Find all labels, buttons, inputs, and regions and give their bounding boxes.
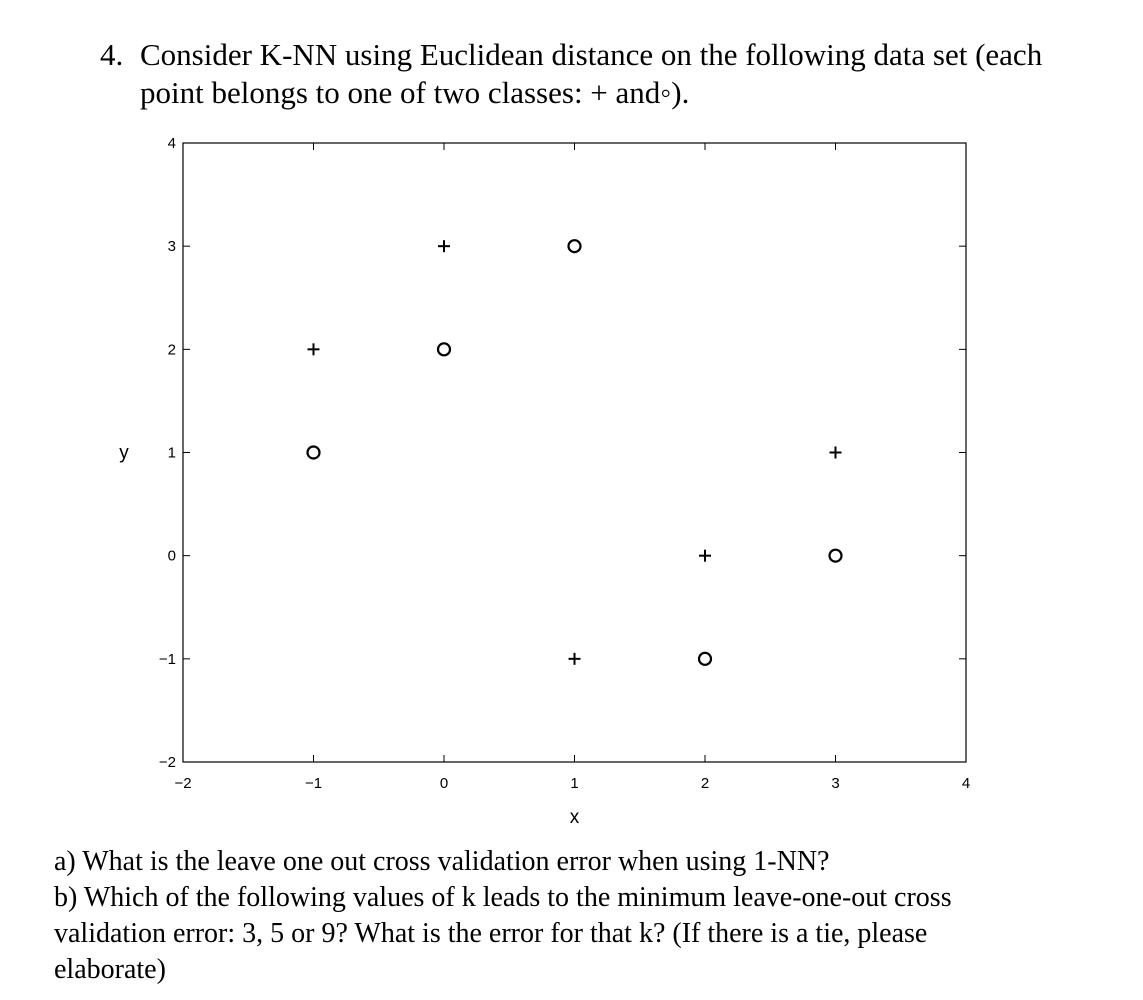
plus-point: [438, 240, 450, 253]
y-axis-label: y: [119, 443, 129, 464]
y-tick-label: 3: [168, 238, 176, 255]
plus-point: [307, 343, 320, 356]
circle-point: [828, 548, 843, 563]
circle-point: [697, 651, 713, 666]
y-tick-label: 1: [168, 445, 176, 462]
subquestion-a: a) What is the leave one out cross valid…: [54, 846, 830, 877]
x-tick-label: 3: [831, 775, 839, 792]
x-tick-label: 4: [962, 775, 970, 792]
y-tick-label: 4: [168, 135, 176, 152]
x-tick-label: 2: [701, 775, 709, 792]
circle-point: [306, 445, 321, 460]
question-text-line-2: point belongs to one of two classes: + a…: [140, 75, 690, 110]
x-tick-label: 0: [440, 775, 448, 792]
y-tick-label: 2: [168, 341, 176, 358]
question-text-line-1: Consider K-NN using Euclidean distance o…: [140, 37, 1043, 72]
y-tick-label: 0: [168, 548, 176, 565]
x-axis-label: x: [570, 807, 580, 828]
y-tick-label: −2: [159, 754, 176, 771]
plus-point: [699, 549, 711, 562]
y-tick-label: −1: [159, 651, 176, 668]
circle-point: [567, 239, 582, 254]
plus-point: [829, 446, 842, 459]
x-tick-label: 1: [570, 775, 578, 792]
x-tick-label: −2: [174, 775, 191, 792]
subquestion-b-line-3: elaborate): [54, 954, 166, 985]
plot-frame: [182, 142, 967, 763]
question-number: 4.: [100, 37, 124, 72]
subquestion-b-line-2: validation error: 3, 5 or 9? What is the…: [54, 918, 928, 949]
plus-point: [568, 652, 581, 665]
circle-point: [436, 342, 452, 357]
x-tick-label: −1: [305, 775, 322, 792]
subquestion-b-line-1: b) Which of the following values of k le…: [54, 882, 952, 913]
